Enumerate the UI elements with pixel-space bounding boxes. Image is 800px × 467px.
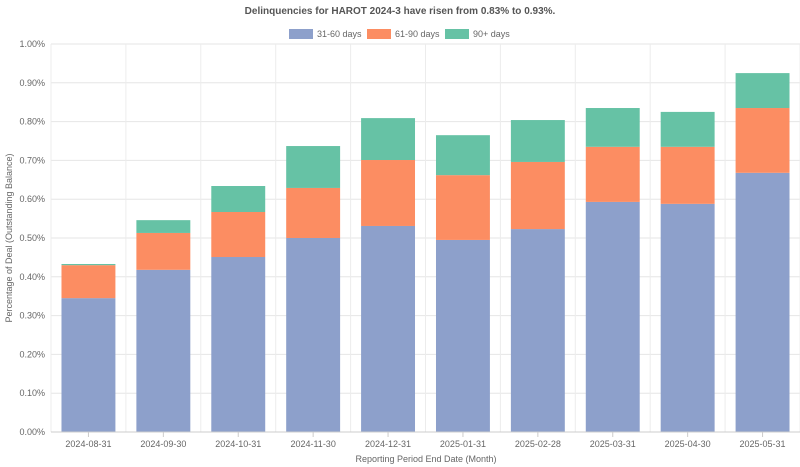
- y-tick-label: 0.30%: [19, 311, 45, 321]
- bar-90-days: [211, 186, 266, 213]
- legend-swatch: [367, 29, 391, 39]
- bar-31-60-days: [61, 298, 116, 432]
- bar-90-days: [61, 263, 116, 266]
- bar-61-90-days: [510, 161, 565, 230]
- x-tick-label: 2025-05-31: [740, 439, 786, 449]
- chart-title: Delinquencies for HAROT 2024-3 have rise…: [245, 6, 556, 17]
- x-tick-label: 2024-09-30: [140, 439, 186, 449]
- bar-31-60-days: [660, 203, 715, 432]
- bar-31-60-days: [585, 201, 640, 432]
- bar-61-90-days: [361, 160, 416, 226]
- bar-31-60-days: [211, 257, 266, 432]
- legend-swatch: [289, 29, 313, 39]
- y-axis: 0.00% 0.10% 0.20% 0.30% 0.40% 0.50% 0.60% 0.70%…: [19, 39, 45, 437]
- legend-label: 31-60 days: [317, 29, 362, 39]
- bar-61-90-days: [660, 146, 715, 204]
- legend-item[interactable]: 61-90 days: [367, 29, 440, 39]
- legend-item[interactable]: 31-60 days: [289, 29, 362, 39]
- legend-swatch: [445, 29, 469, 39]
- bar-31-60-days: [136, 269, 191, 432]
- bar-61-90-days: [585, 146, 640, 202]
- bar-31-60-days: [286, 238, 341, 432]
- x-tick-label: 2025-02-28: [515, 439, 561, 449]
- y-tick-label: 0.20%: [19, 349, 45, 359]
- y-tick-label: 0.60%: [19, 194, 45, 204]
- bar-61-90-days: [136, 232, 191, 270]
- legend-item[interactable]: 90+ days: [445, 29, 510, 39]
- y-axis-label: Percentage of Deal (Outstanding Balance): [4, 153, 14, 322]
- bars: [61, 73, 790, 433]
- bar-90-days: [735, 73, 790, 109]
- bar-31-60-days: [735, 172, 790, 433]
- x-tick-label: 2024-10-31: [215, 439, 261, 449]
- bar-90-days: [435, 135, 490, 176]
- x-tick-label: 2024-12-31: [365, 439, 411, 449]
- x-tick-label: 2024-08-31: [65, 439, 111, 449]
- legend-label: 61-90 days: [395, 29, 440, 39]
- y-tick-label: 0.00%: [19, 427, 45, 437]
- y-tick-label: 0.40%: [19, 272, 45, 282]
- bar-90-days: [361, 118, 416, 161]
- bar-61-90-days: [61, 265, 116, 299]
- y-tick-label: 0.80%: [19, 117, 45, 127]
- bar-31-60-days: [435, 239, 490, 432]
- x-tick-label: 2025-01-31: [440, 439, 486, 449]
- y-tick-label: 1.00%: [19, 39, 45, 49]
- x-tick-label: 2024-11-30: [290, 439, 335, 449]
- bar-90-days: [136, 220, 191, 233]
- x-tick-label: 2025-03-31: [590, 439, 636, 449]
- bar-61-90-days: [286, 187, 341, 238]
- bar-61-90-days: [735, 108, 790, 173]
- bar-31-60-days: [361, 225, 416, 432]
- bar-90-days: [585, 108, 640, 147]
- x-axis: 2024-08-31 2024-09-30 2024-10-31 2024-11-30…: [51, 431, 800, 449]
- bar-61-90-days: [435, 175, 490, 240]
- y-tick-label: 0.10%: [19, 388, 45, 398]
- x-axis-label: Reporting Period End Date (Month): [355, 454, 496, 464]
- x-tick-label: 2025-04-30: [665, 439, 711, 449]
- bar-90-days: [510, 120, 565, 162]
- y-tick-label: 0.90%: [19, 78, 45, 88]
- bar-31-60-days: [510, 229, 565, 432]
- y-tick-label: 0.50%: [19, 233, 45, 243]
- bar-61-90-days: [211, 212, 266, 258]
- legend: 31-60 days 61-90 days 90+ days: [289, 29, 510, 39]
- y-tick-label: 0.70%: [19, 155, 45, 165]
- legend-label: 90+ days: [473, 29, 510, 39]
- bar-90-days: [660, 111, 715, 147]
- bar-90-days: [286, 146, 341, 188]
